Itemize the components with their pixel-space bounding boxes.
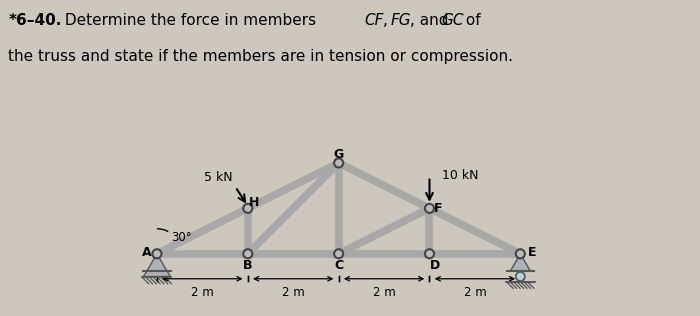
Text: B: B [243, 258, 253, 272]
Text: 2 m: 2 m [372, 287, 396, 300]
Text: F: F [433, 202, 442, 215]
Text: GC: GC [441, 13, 463, 27]
Text: CF: CF [364, 13, 384, 27]
Text: 5 kN: 5 kN [204, 171, 233, 184]
Text: D: D [430, 258, 440, 272]
Text: 2 m: 2 m [191, 287, 214, 300]
Text: C: C [334, 258, 343, 272]
Text: A: A [142, 246, 152, 259]
Text: E: E [528, 246, 536, 259]
Circle shape [244, 249, 252, 258]
Text: 30°: 30° [172, 231, 192, 244]
Text: ,: , [383, 13, 393, 27]
Polygon shape [510, 254, 531, 271]
Text: H: H [248, 196, 259, 209]
Circle shape [425, 249, 434, 258]
Text: 10 kN: 10 kN [442, 169, 479, 182]
Circle shape [244, 204, 252, 213]
Circle shape [334, 158, 343, 167]
Circle shape [334, 249, 343, 258]
Text: of: of [461, 13, 480, 27]
Polygon shape [144, 271, 171, 276]
Text: 2 m: 2 m [463, 287, 486, 300]
Text: 2 m: 2 m [282, 287, 304, 300]
Text: Determine the force in members: Determine the force in members [60, 13, 321, 27]
Polygon shape [147, 254, 167, 271]
Text: FG: FG [391, 13, 411, 27]
Text: the truss and state if the members are in tension or compression.: the truss and state if the members are i… [8, 49, 513, 64]
Circle shape [153, 249, 162, 258]
Circle shape [516, 249, 525, 258]
Circle shape [516, 272, 525, 281]
Circle shape [425, 204, 434, 213]
Text: , and: , and [410, 13, 453, 27]
Text: G: G [333, 148, 344, 161]
Text: *6–40.: *6–40. [8, 13, 62, 27]
